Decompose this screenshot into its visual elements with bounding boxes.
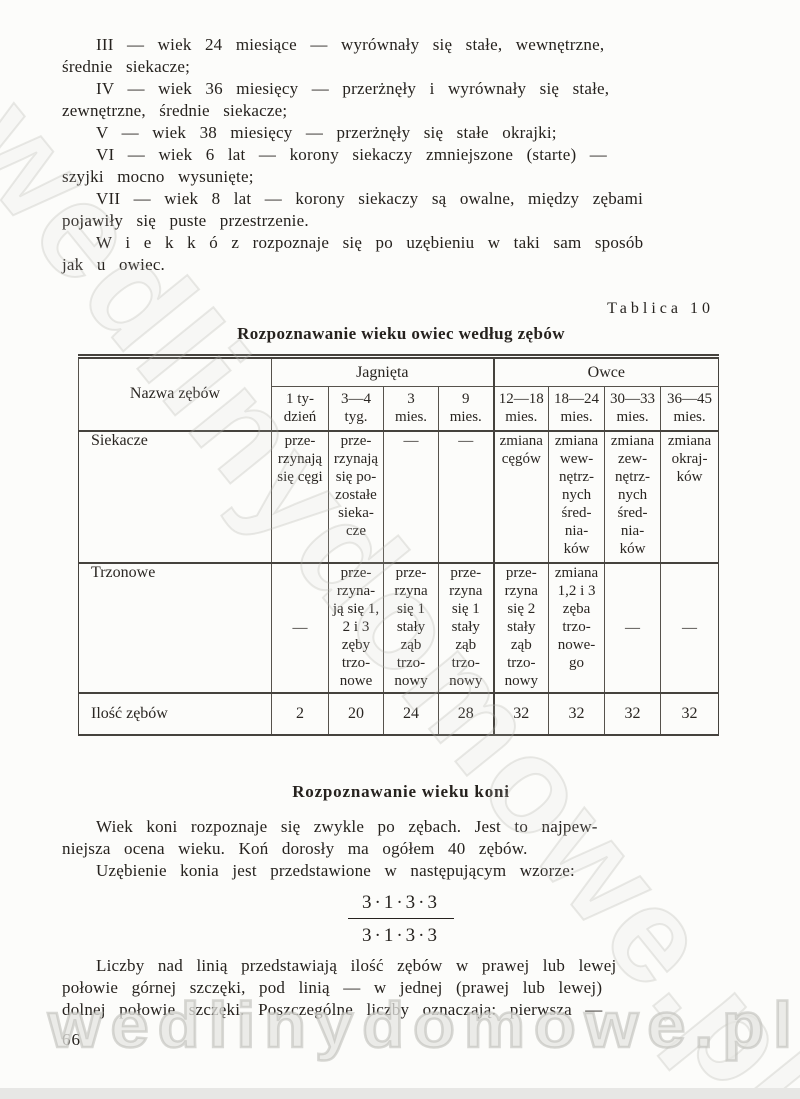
dental-formula: 3·1·3·3 3·1·3·3 <box>62 892 740 947</box>
paragraph-wiek-36-mies: IV — wiek 36 miesięcy — przerżnęły i wyr… <box>62 79 610 120</box>
column-header-30-33-mies: 30—33 mies. <box>604 386 661 432</box>
table-row-ilosc-zebow: Ilość zębów 2 20 24 28 32 32 32 32 <box>78 691 719 735</box>
table-cell: — <box>383 430 439 563</box>
table-cell: 32 <box>660 691 719 735</box>
fraction-denominator: 3·1·3·3 <box>362 924 440 946</box>
column-group-jagnieta: Jagnięta <box>270 356 494 387</box>
row-label-trzonowe: Trzonowe <box>78 561 272 693</box>
table-cell: zmiana 1,2 i 3 zęba trzo- nowe- go <box>548 561 605 693</box>
column-header-36-45-mies: 36—45 mies. <box>660 386 719 432</box>
fraction-numerator: 3·1·3·3 <box>348 892 454 919</box>
table-cell: 24 <box>383 691 439 735</box>
table-cell: zmiana zew- nętrz- nych śred- nia- ków <box>604 430 661 563</box>
column-group-owce: Owce <box>492 356 719 387</box>
table-cell: prze- rzyna się 1 stały ząb trzo- nowy <box>383 561 439 693</box>
intro-section: III — wiek 24 miesiące — wyrównały się s… <box>62 0 740 276</box>
table-cell: 20 <box>328 691 384 735</box>
table-cell: prze- rzyna się 2 stały ząb trzo- nowy <box>492 561 549 693</box>
table-row-siekacze: Siekacze prze- rzynają się cęgi prze- rz… <box>79 430 719 563</box>
table-cell: — <box>271 561 329 693</box>
table-cell: zmiana okraj- ków <box>660 430 719 563</box>
row-label-siekacze: Siekacze <box>91 431 148 449</box>
table-cell: zmiana wew- nętrz- nych śred- nia- ków <box>548 430 605 563</box>
paragraph-liczby-nad-linia: Liczby nad linią przedstawiają ilość zęb… <box>62 955 617 1019</box>
table-cell: 32 <box>548 691 605 735</box>
column-header-9-mies: 9 mies. <box>437 386 494 432</box>
column-header-3-mies: 3 mies. <box>383 386 439 432</box>
paragraph-wiek-koz: W i e k k ó z rozpoznaje się po uzębieni… <box>62 233 644 274</box>
column-header-12-18-mies: 12—18 mies. <box>492 386 549 432</box>
paragraph-wiek-38-mies: V — wiek 38 miesięcy — przerżnęły się st… <box>96 123 557 142</box>
table-cell: prze- rzynają się po- zostałe sieka- cze <box>328 430 384 563</box>
paragraph-wiek-8-lat: VII — wiek 8 lat — korony siekaczy są ow… <box>62 189 643 230</box>
table-caption: Tablica 10 <box>607 300 714 317</box>
paragraph-wiek-koni: Wiek koni rozpoznaje się zwykle po zębac… <box>62 816 598 858</box>
table-row-trzonowe: Trzonowe — prze- rzyna- ją się 1, 2 i 3 … <box>78 561 719 693</box>
fraction: 3·1·3·3 3·1·3·3 <box>348 892 454 947</box>
paragraph-wiek-24-mies: III — wiek 24 miesiące — wyrównały się s… <box>62 35 605 76</box>
table-cell: 2 <box>271 691 329 735</box>
table-cell: — <box>437 430 494 563</box>
table-cell: — <box>660 561 719 693</box>
table-cell: zmiana cęgów <box>492 430 549 563</box>
paragraph-uzebienie-konia: Uzębienie konia jest przedstawione w nas… <box>96 860 575 880</box>
column-header-3-4-tyg: 3—4 tyg. <box>328 386 384 432</box>
table-cell: 32 <box>492 691 549 735</box>
table-cell: prze- rzynają się cęgi <box>271 430 329 563</box>
column-header-nazwa-zebow: Nazwa zębów <box>78 356 272 432</box>
text-block: III — wiek 24 miesiące — wyrównały się s… <box>62 0 740 1021</box>
column-header-1-tydzien: 1 ty- dzień <box>271 386 329 432</box>
sheep-age-table: Nazwa zębów Jagnięta Owce 1 ty- dzień 3—… <box>78 354 720 736</box>
column-header-18-24-mies: 18—24 mies. <box>548 386 605 432</box>
table-cell: prze- rzyna się 1 stały ząb trzo- nowy <box>437 561 494 693</box>
table-cell: prze- rzyna- ją się 1, 2 i 3 zęby trzo- … <box>328 561 384 693</box>
paragraph-wiek-6-lat: VI — wiek 6 lat — korony siekaczy zmniej… <box>62 145 607 186</box>
scan-edge-shadow <box>0 1088 800 1099</box>
horses-section-heading: Rozpoznawanie wieku koni <box>292 781 510 801</box>
page-number: 66 <box>62 1030 81 1049</box>
table-cell: 28 <box>437 691 494 735</box>
row-label-ilosc-zebow: Ilość zębów <box>78 691 272 735</box>
table-cell: 32 <box>604 691 661 735</box>
table-cell: — <box>604 561 661 693</box>
table-title: Rozpoznawanie wieku owiec według zębów <box>237 324 565 343</box>
